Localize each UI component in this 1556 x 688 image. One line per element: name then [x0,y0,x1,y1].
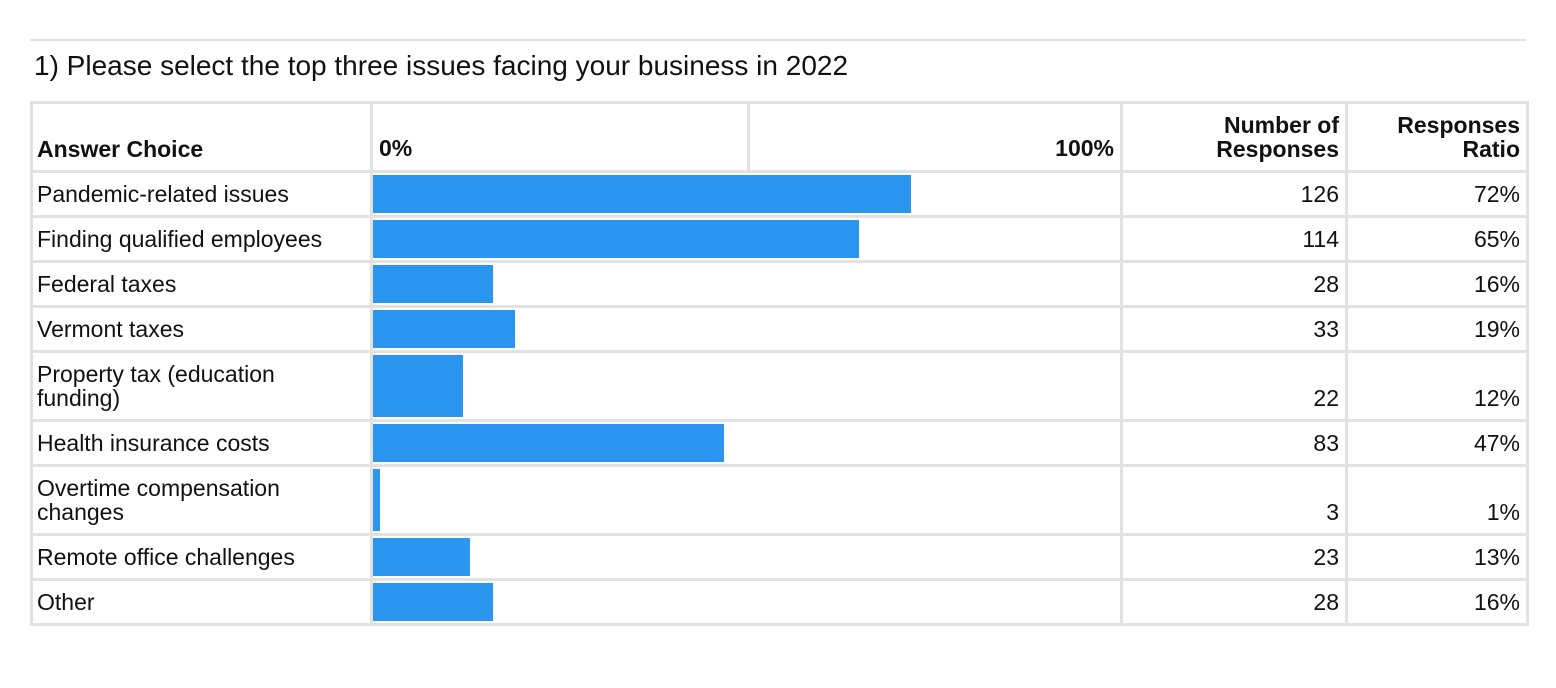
data-row: Other 28 16% [30,578,1529,626]
bar [373,583,493,621]
response-ratio: 47% [1345,419,1529,467]
bar [373,175,911,213]
answer-label: Health insurance costs [30,419,373,467]
response-count: 28 [1120,578,1348,626]
response-ratio: 1% [1345,464,1529,536]
column-header: Responses Ratio [1345,101,1529,173]
bar [373,538,471,576]
x-tick-label: 100% [1055,135,1114,161]
column-header-text: Number of Responses [1216,112,1339,162]
data-row: Remote office challenges 23 13% [30,533,1529,581]
response-count: 33 [1120,305,1348,353]
bar-cell [370,215,1123,263]
data-row: Overtime compensation changes 3 1% [30,464,1529,536]
bar [373,220,859,258]
answer-label: Vermont taxes [30,305,373,353]
data-row: Finding qualified employees 114 65% [30,215,1529,263]
answer-label: Remote office challenges [30,533,373,581]
data-row: Federal taxes 28 16% [30,260,1529,308]
response-ratio: 12% [1345,350,1529,422]
bar-cell [370,260,1123,308]
bar-cell [370,419,1123,467]
response-count: 83 [1120,419,1348,467]
top-rule [30,39,1526,41]
response-ratio: 65% [1345,215,1529,263]
response-count: 22 [1120,350,1348,422]
bar [373,424,725,462]
response-count: 23 [1120,533,1348,581]
bar-cell [370,170,1123,218]
answer-label: Pandemic-related issues [30,170,373,218]
answer-label: Property tax (education funding) [30,350,373,422]
response-ratio: 19% [1345,305,1529,353]
column-header-text: Responses Ratio [1397,112,1520,162]
bar [373,355,463,417]
answer-label: Overtime compensation changes [30,464,373,536]
results-table: Answer Choice 0% 100% Number of Responses… [30,101,1529,626]
mid-divider [746,104,750,170]
answer-label: Federal taxes [30,260,373,308]
header-row: Answer Choice 0% 100% Number of Responses… [30,101,1529,173]
bar-cell [370,533,1123,581]
bar [373,265,493,303]
column-header: Answer Choice [30,101,373,173]
bar-cell [370,464,1123,536]
data-row: Health insurance costs 83 47% [30,419,1529,467]
response-count: 28 [1120,260,1348,308]
response-ratio: 16% [1345,578,1529,626]
data-row: Property tax (education funding) 22 12% [30,350,1529,422]
response-count: 3 [1120,464,1348,536]
bar-cell [370,350,1123,422]
response-ratio: 13% [1345,533,1529,581]
response-ratio: 16% [1345,260,1529,308]
response-count: 126 [1120,170,1348,218]
bar-cell [370,305,1123,353]
bar [373,469,381,531]
answer-label: Finding qualified employees [30,215,373,263]
response-ratio: 72% [1345,170,1529,218]
column-header: Number of Responses [1120,101,1348,173]
chart-title: 1) Please select the top three issues fa… [34,50,849,81]
data-row: Pandemic-related issues 126 72% [30,170,1529,218]
axis-header: 0% 100% [370,101,1123,173]
bar-cell [370,578,1123,626]
answer-label: Other [30,578,373,626]
x-tick-label: 0% [379,135,413,161]
bar [373,310,515,348]
response-count: 114 [1120,215,1348,263]
data-row: Vermont taxes 33 19% [30,305,1529,353]
